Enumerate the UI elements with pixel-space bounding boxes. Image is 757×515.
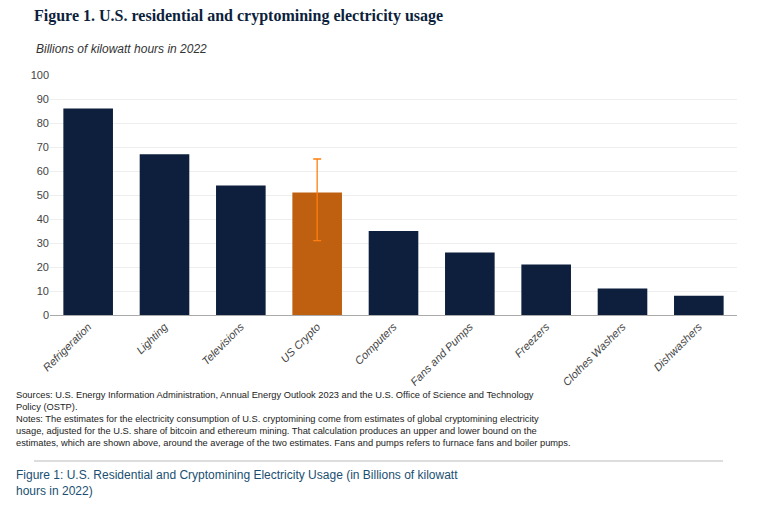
svg-text:20: 20 [37, 261, 49, 273]
svg-text:50: 50 [37, 189, 49, 201]
svg-text:0: 0 [43, 309, 49, 321]
svg-text:Lighting: Lighting [134, 320, 170, 356]
svg-text:90: 90 [37, 93, 49, 105]
svg-text:Figure 1: U.S. Residential and: Figure 1: U.S. Residential and Cryptomin… [16, 468, 458, 498]
svg-text:60: 60 [37, 165, 49, 177]
svg-text:Dishwashers: Dishwashers [651, 320, 704, 373]
svg-text:10: 10 [37, 285, 49, 297]
svg-text:30: 30 [37, 237, 49, 249]
svg-text:Televisions: Televisions [199, 320, 246, 367]
svg-text:Computers: Computers [352, 320, 399, 367]
svg-text:Sources: U.S. Energy Informati: Sources: U.S. Energy Information Adminis… [16, 390, 571, 448]
svg-text:Clothes Washers: Clothes Washers [560, 320, 628, 388]
svg-text:40: 40 [37, 213, 49, 225]
svg-text:80: 80 [37, 117, 49, 129]
svg-text:US Crypto: US Crypto [278, 321, 322, 365]
svg-text:100: 100 [31, 69, 49, 81]
svg-text:70: 70 [37, 141, 49, 153]
svg-text:Refrigeration: Refrigeration [40, 321, 93, 374]
svg-text:Figure 1. U.S. residential and: Figure 1. U.S. residential and cryptomin… [34, 7, 443, 25]
svg-text:Billions of kilowatt hours in: Billions of kilowatt hours in 2022 [36, 42, 207, 56]
svg-text:Freezers: Freezers [512, 320, 552, 360]
svg-text:Fans and Pumps: Fans and Pumps [408, 320, 476, 388]
